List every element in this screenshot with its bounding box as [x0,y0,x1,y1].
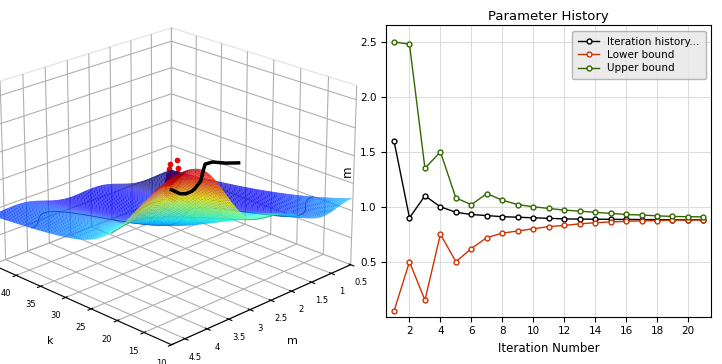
Iteration history... [467,212,476,217]
Upper bound [575,209,584,213]
Upper bound [653,214,661,218]
X-axis label: Iteration Number: Iteration Number [498,342,599,355]
Iteration history... [638,217,646,222]
Line: Lower bound: Lower bound [391,218,706,314]
Iteration history... [575,217,584,221]
Iteration history... [591,217,599,221]
Upper bound [699,215,708,219]
Iteration history... [390,139,399,143]
Lower bound [591,221,599,225]
Iteration history... [684,218,692,222]
Upper bound [405,42,414,46]
Upper bound [513,202,522,207]
Iteration history... [405,215,414,220]
Iteration history... [653,217,661,222]
Iteration history... [560,217,568,221]
Lower bound [560,223,568,228]
Upper bound [451,196,460,200]
Upper bound [606,211,615,215]
Upper bound [482,191,491,196]
Lower bound [684,218,692,222]
Upper bound [390,40,399,44]
Upper bound [684,214,692,219]
Upper bound [638,213,646,217]
Lower bound [575,222,584,226]
Iteration history... [668,218,677,222]
Lower bound [544,224,553,229]
Iteration history... [482,213,491,218]
Upper bound [467,202,476,207]
Line: Iteration history...: Iteration history... [391,138,706,222]
Line: Upper bound: Upper bound [391,40,706,219]
Upper bound [591,210,599,214]
Iteration history... [421,194,430,198]
Lower bound [467,246,476,251]
Lower bound [653,218,661,223]
Upper bound [436,150,445,154]
Iteration history... [436,205,445,209]
Lower bound [668,218,677,222]
Iteration history... [606,217,615,222]
Iteration history... [498,214,507,219]
Upper bound [421,166,430,170]
Upper bound [529,205,538,209]
Lower bound [699,218,708,222]
Upper bound [544,206,553,211]
Y-axis label: m: m [342,165,355,177]
Iteration history... [622,217,630,222]
Lower bound [390,309,399,313]
Iteration history... [513,215,522,219]
Iteration history... [451,210,460,214]
Title: Parameter History: Parameter History [488,10,609,23]
Lower bound [405,260,414,264]
Lower bound [513,229,522,233]
Lower bound [451,260,460,264]
Lower bound [606,220,615,224]
Upper bound [622,212,630,217]
Iteration history... [529,215,538,220]
Iteration history... [699,218,708,222]
Lower bound [436,232,445,237]
Upper bound [498,198,507,202]
Lower bound [498,231,507,236]
Lower bound [638,219,646,223]
Iteration history... [544,216,553,221]
Lower bound [622,219,630,223]
Lower bound [482,236,491,240]
X-axis label: m: m [287,336,298,346]
Legend: Iteration history..., Lower bound, Upper bound: Iteration history..., Lower bound, Upper… [572,31,706,79]
Lower bound [529,226,538,231]
Lower bound [421,298,430,302]
Upper bound [668,214,677,219]
Upper bound [560,208,568,212]
Y-axis label: k: k [47,336,53,346]
